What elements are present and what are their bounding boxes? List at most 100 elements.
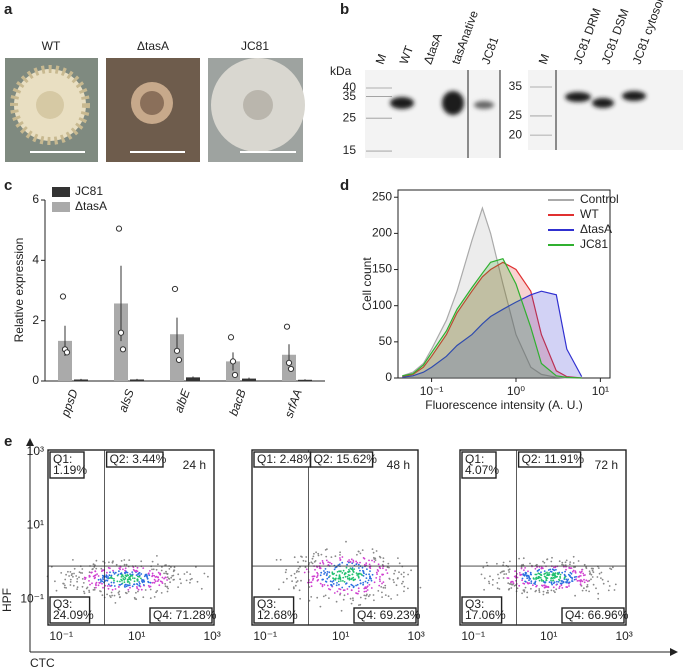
event-dot [342, 598, 345, 601]
event-dot [93, 574, 96, 577]
event-dot [349, 597, 352, 600]
event-dot [305, 556, 308, 558]
event-dot [534, 583, 537, 585]
event-dot [561, 561, 564, 564]
event-dot [73, 567, 76, 570]
event-dot [497, 573, 499, 576]
event-dot [293, 587, 295, 590]
event-dot [81, 568, 84, 570]
plot-frame [459, 449, 627, 626]
event-dot [157, 563, 159, 566]
event-dot [339, 588, 342, 591]
event-dot [572, 562, 575, 564]
event-dot [378, 555, 381, 558]
event-dot [114, 571, 117, 574]
event-dot [329, 588, 332, 591]
event-dot [94, 570, 97, 573]
event-dot [172, 570, 175, 573]
event-dot [110, 574, 113, 577]
event-dot [102, 560, 104, 563]
event-dot [133, 583, 135, 586]
lane-label: ΔtasA [421, 31, 445, 66]
event-dot [183, 573, 186, 575]
event-dot [120, 583, 123, 585]
event-dot [552, 576, 555, 579]
event-dot [387, 595, 390, 598]
event-dot [63, 586, 66, 589]
event-dot [321, 560, 324, 562]
event-dot [554, 575, 556, 578]
event-dot [91, 582, 93, 585]
event-dot [400, 573, 403, 576]
event-dot [136, 583, 138, 585]
event-dot [358, 573, 361, 575]
event-dot [336, 590, 339, 593]
event-dot [395, 584, 398, 587]
event-dot [107, 576, 110, 578]
event-dot [602, 582, 605, 585]
event-dot [568, 585, 570, 587]
event-dot [95, 567, 98, 570]
event-dot [357, 550, 360, 553]
event-dot [589, 572, 592, 574]
event-dot [81, 578, 84, 580]
event-dot [331, 584, 333, 587]
event-dot [81, 572, 84, 574]
quadrant-label: Q1: 2.48% [257, 452, 314, 466]
quadrant-label: Q3: [257, 597, 276, 611]
event-dot [521, 577, 524, 580]
event-dot [172, 579, 175, 581]
event-dot [359, 579, 362, 582]
event-dot [191, 577, 193, 580]
event-dot [316, 576, 318, 579]
event-dot [319, 567, 322, 569]
event-dot [136, 587, 139, 590]
event-dot [275, 559, 278, 561]
event-dot [332, 573, 334, 576]
event-dot [357, 563, 360, 566]
event-dot [505, 573, 508, 575]
event-dot [587, 580, 589, 583]
y-tick-label: 200 [372, 226, 392, 240]
event-dot [319, 605, 322, 608]
event-dot [488, 580, 490, 583]
event-dot [537, 572, 540, 575]
event-dot [552, 579, 555, 582]
event-dot [569, 576, 572, 579]
event-dot [351, 562, 354, 565]
event-dot [549, 570, 552, 573]
event-dot [547, 591, 549, 594]
event-dot [513, 575, 516, 578]
event-dot [550, 560, 553, 563]
event-dot [597, 597, 600, 600]
x-tick-label: srfAA [282, 387, 305, 419]
event-dot [88, 571, 91, 574]
event-dot [97, 575, 100, 577]
legend-label: JC81 [580, 237, 608, 251]
event-dot [149, 570, 151, 572]
event-dot [555, 584, 558, 586]
event-dot [316, 596, 319, 599]
event-dot [165, 576, 167, 579]
event-dot [509, 560, 511, 563]
event-dot [527, 574, 529, 577]
event-dot [520, 567, 523, 570]
event-dot [88, 580, 90, 582]
event-dot [189, 578, 192, 581]
event-dot [106, 585, 109, 587]
event-dot [113, 579, 115, 582]
event-dot [393, 581, 395, 584]
event-dot [607, 580, 609, 583]
event-dot [382, 560, 385, 563]
event-dot [122, 568, 124, 571]
event-dot [588, 570, 591, 573]
event-dot [536, 570, 539, 572]
event-dot [482, 566, 485, 569]
event-dot [300, 555, 302, 558]
time-label: 72 h [595, 458, 618, 472]
event-dot [315, 551, 317, 554]
event-dot [304, 566, 307, 569]
scatter-cloud [46, 555, 209, 604]
event-dot [523, 589, 526, 591]
event-dot [323, 573, 325, 575]
